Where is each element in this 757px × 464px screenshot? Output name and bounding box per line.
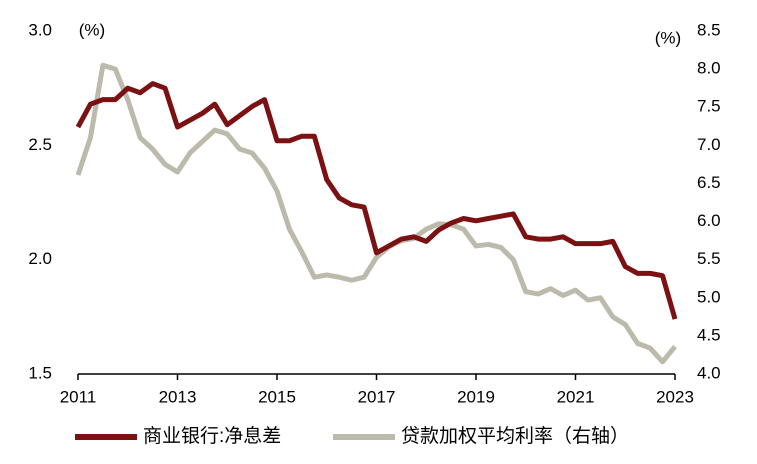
y2-tick-label: 5.5 [697, 249, 721, 268]
x-tick-label: 2013 [159, 387, 197, 406]
series-line [75, 81, 678, 320]
y2-tick-label: 4.5 [697, 325, 721, 344]
y2-tick-label: 6.0 [697, 211, 721, 230]
y2-tick-label: 6.5 [697, 173, 721, 192]
y2-axis-label: (%) [655, 28, 681, 47]
y2-tick-label: 8.5 [697, 20, 721, 39]
y-tick-label: 2.5 [28, 135, 52, 154]
x-tick-label: 2023 [656, 387, 694, 406]
y2-tick-label: 8.0 [697, 59, 721, 78]
legend-label: 商业银行:净息差 [143, 425, 281, 447]
x-tick-label: 2021 [557, 387, 595, 406]
y2-tick-label: 5.0 [697, 287, 721, 306]
y-tick-label: 1.5 [28, 363, 52, 382]
x-tick-label: 2011 [60, 387, 97, 406]
y2-tick-label: 4.0 [697, 363, 721, 382]
series-line [75, 62, 677, 365]
legend-label: 贷款加权平均利率（右轴） [401, 425, 629, 447]
y-tick-label: 2.0 [28, 249, 52, 268]
y2-tick-label: 7.0 [697, 135, 721, 154]
y2-tick-label: 7.5 [697, 97, 721, 116]
y-tick-label: 3.0 [28, 20, 52, 39]
x-tick-label: 2017 [358, 387, 396, 406]
x-tick-label: 2019 [457, 387, 495, 406]
y-axis-label: (%) [79, 20, 105, 39]
x-tick-label: 2015 [258, 387, 296, 406]
